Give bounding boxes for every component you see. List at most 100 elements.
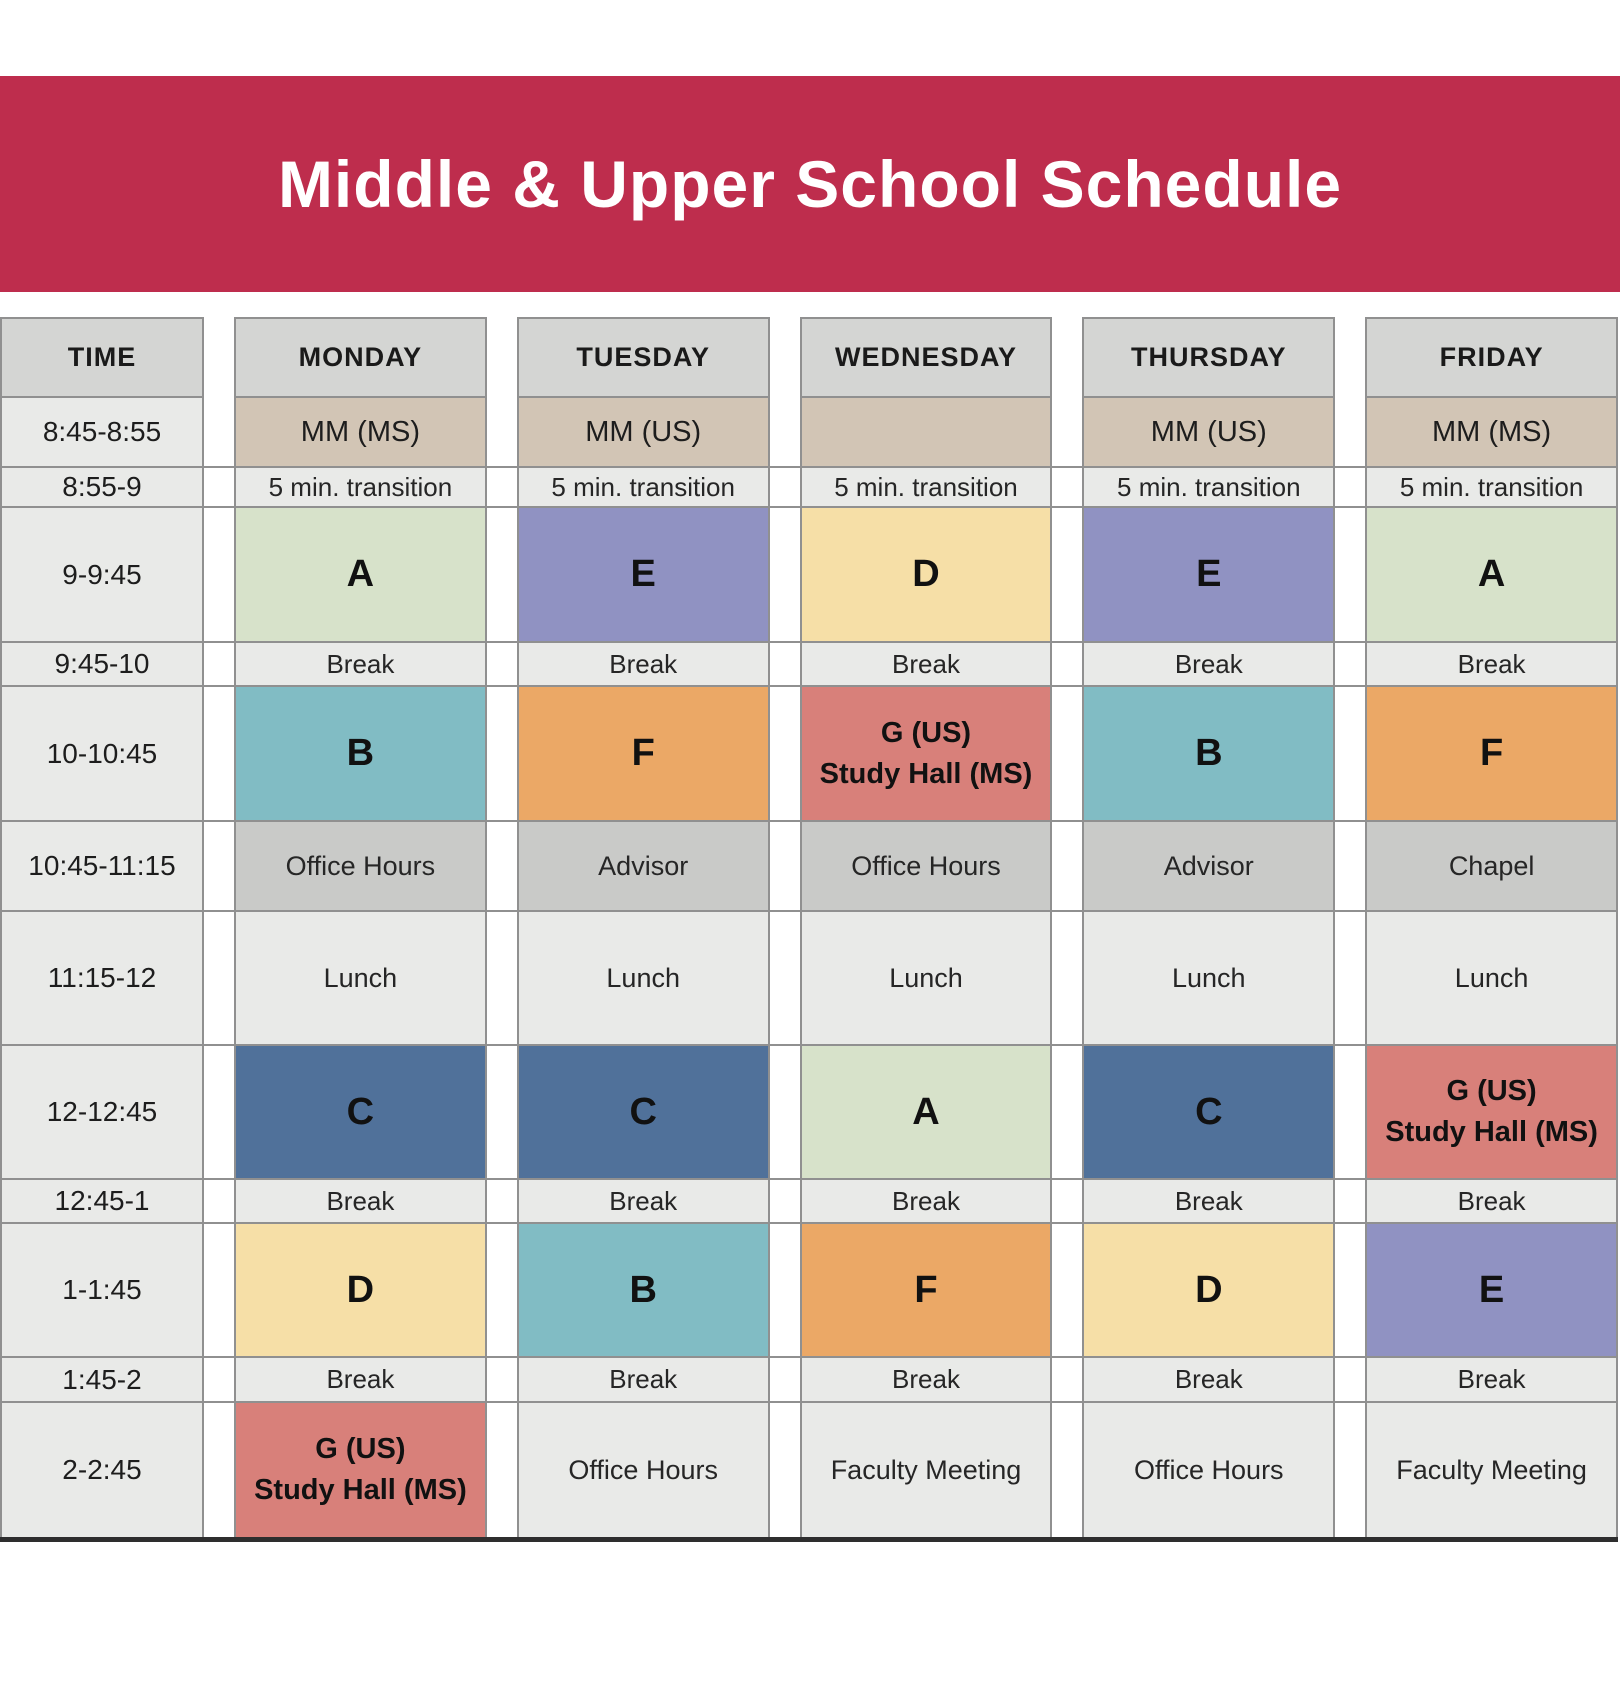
column-gutter	[486, 468, 517, 508]
column-gutter	[769, 317, 800, 398]
schedule-cell: B	[516, 1224, 770, 1358]
column-gutter	[204, 1180, 234, 1224]
column-gutter	[1335, 687, 1366, 822]
table-header-row: TIME MONDAY TUESDAY WEDNESDAY THURSDAY F…	[0, 317, 1618, 398]
schedule-cell: Break	[799, 1358, 1053, 1403]
column-gutter	[486, 1046, 517, 1180]
table-row: 9:45-10 Break Break Break Break Break	[0, 643, 1618, 687]
schedule-cell: Chapel	[1365, 822, 1618, 912]
column-gutter	[769, 643, 800, 687]
schedule-cell: Lunch	[234, 912, 487, 1046]
schedule-cell: A	[1365, 508, 1618, 643]
column-gutter	[204, 1224, 234, 1358]
schedule-cell: F	[799, 1224, 1053, 1358]
column-gutter	[486, 912, 517, 1046]
time-cell: 8:45-8:55	[0, 398, 204, 468]
schedule-cell: Office Hours	[516, 1403, 770, 1537]
schedule-cell: 5 min. transition	[1365, 468, 1618, 508]
column-gutter	[1052, 687, 1083, 822]
schedule-cell: Break	[1365, 1180, 1618, 1224]
column-gutter	[486, 822, 517, 912]
schedule-cell: Office Hours	[234, 822, 487, 912]
column-gutter	[1335, 468, 1366, 508]
column-gutter	[769, 1180, 800, 1224]
table-row: 8:55-9 5 min. transition 5 min. transiti…	[0, 468, 1618, 508]
column-header-time: TIME	[0, 317, 204, 398]
column-gutter	[1052, 643, 1083, 687]
schedule-cell: G (US) Study Hall (MS)	[234, 1403, 487, 1537]
schedule-cell: B	[1082, 687, 1336, 822]
time-cell: 11:15-12	[0, 912, 204, 1046]
column-gutter	[1335, 1046, 1366, 1180]
column-gutter	[769, 1046, 800, 1180]
schedule-cell: MM (US)	[1082, 398, 1336, 468]
schedule-table: TIME MONDAY TUESDAY WEDNESDAY THURSDAY F…	[0, 317, 1618, 1542]
column-gutter	[486, 317, 517, 398]
column-gutter	[1052, 1046, 1083, 1180]
schedule-cell: Break	[1365, 643, 1618, 687]
column-gutter	[1052, 912, 1083, 1046]
column-gutter	[769, 1224, 800, 1358]
column-gutter	[1335, 1224, 1366, 1358]
schedule-cell: Lunch	[516, 912, 770, 1046]
schedule-cell: 5 min. transition	[516, 468, 770, 508]
column-gutter	[204, 468, 234, 508]
schedule-cell: Break	[799, 1180, 1053, 1224]
schedule-cell: Break	[1082, 1358, 1336, 1403]
column-gutter	[204, 1403, 234, 1537]
schedule-cell: E	[516, 508, 770, 643]
column-gutter	[486, 508, 517, 643]
column-gutter	[486, 1358, 517, 1403]
column-gutter	[1335, 1358, 1366, 1403]
column-gutter	[769, 687, 800, 822]
schedule-cell: A	[799, 1046, 1053, 1180]
schedule-cell: Advisor	[1082, 822, 1336, 912]
column-gutter	[1335, 643, 1366, 687]
title-banner: Middle & Upper School Schedule	[0, 76, 1620, 292]
schedule-cell: Break	[234, 1180, 487, 1224]
time-cell: 9:45-10	[0, 643, 204, 687]
schedule-cell	[799, 398, 1053, 468]
column-gutter	[204, 398, 234, 468]
column-gutter	[769, 508, 800, 643]
schedule-cell: Break	[1082, 643, 1336, 687]
column-gutter	[486, 398, 517, 468]
column-gutter	[1335, 912, 1366, 1046]
column-gutter	[1052, 1403, 1083, 1537]
column-gutter	[1052, 468, 1083, 508]
schedule-cell: MM (MS)	[234, 398, 487, 468]
table-row: 10:45-11:15 Office Hours Advisor Office …	[0, 822, 1618, 912]
column-gutter	[204, 1046, 234, 1180]
column-gutter	[486, 687, 517, 822]
schedule-cell: Break	[1365, 1358, 1618, 1403]
column-header-friday: FRIDAY	[1365, 317, 1618, 398]
table-row: 12:45-1 Break Break Break Break Break	[0, 1180, 1618, 1224]
schedule-cell: F	[1365, 687, 1618, 822]
table-row: 1-1:45 D B F D E	[0, 1224, 1618, 1358]
schedule-cell: Advisor	[516, 822, 770, 912]
schedule-cell: Office Hours	[1082, 1403, 1336, 1537]
time-cell: 10:45-11:15	[0, 822, 204, 912]
schedule-cell: Faculty Meeting	[1365, 1403, 1618, 1537]
schedule-cell: Break	[234, 643, 487, 687]
column-gutter	[1052, 1180, 1083, 1224]
time-cell: 9-9:45	[0, 508, 204, 643]
schedule-cell: Break	[1082, 1180, 1336, 1224]
schedule-cell: B	[234, 687, 487, 822]
schedule-cell: 5 min. transition	[234, 468, 487, 508]
time-cell: 12:45-1	[0, 1180, 204, 1224]
time-cell: 2-2:45	[0, 1403, 204, 1537]
column-header-thursday: THURSDAY	[1082, 317, 1336, 398]
page-title: Middle & Upper School Schedule	[277, 147, 1343, 221]
column-gutter	[204, 508, 234, 643]
column-gutter	[1335, 508, 1366, 643]
schedule-cell: 5 min. transition	[1082, 468, 1336, 508]
column-header-wednesday: WEDNESDAY	[799, 317, 1053, 398]
schedule-cell: D	[234, 1224, 487, 1358]
schedule-cell: MM (US)	[516, 398, 770, 468]
schedule-cell: C	[516, 1046, 770, 1180]
column-gutter	[1052, 1358, 1083, 1403]
schedule-cell: Break	[516, 1180, 770, 1224]
column-gutter	[1052, 822, 1083, 912]
schedule-cell: G (US) Study Hall (MS)	[1365, 1046, 1618, 1180]
